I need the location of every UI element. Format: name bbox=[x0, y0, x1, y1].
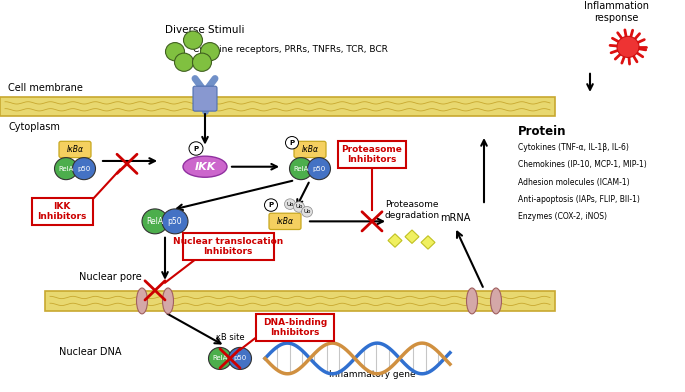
Circle shape bbox=[166, 43, 184, 61]
Text: κB site: κB site bbox=[216, 333, 245, 342]
Text: IκBα: IκBα bbox=[66, 145, 84, 154]
Circle shape bbox=[162, 209, 188, 234]
Circle shape bbox=[308, 158, 330, 180]
Circle shape bbox=[73, 158, 95, 180]
Circle shape bbox=[264, 199, 277, 211]
Text: Protein: Protein bbox=[518, 125, 566, 138]
Ellipse shape bbox=[162, 288, 173, 314]
Ellipse shape bbox=[183, 156, 227, 177]
Text: p50: p50 bbox=[168, 217, 182, 226]
Circle shape bbox=[189, 142, 203, 155]
Text: IKK: IKK bbox=[195, 162, 216, 172]
FancyBboxPatch shape bbox=[294, 141, 326, 158]
Text: Inflammation
response: Inflammation response bbox=[584, 1, 649, 23]
Text: p50: p50 bbox=[77, 166, 90, 172]
Circle shape bbox=[617, 36, 639, 58]
Text: RelA: RelA bbox=[212, 356, 227, 361]
Circle shape bbox=[293, 202, 305, 212]
FancyBboxPatch shape bbox=[59, 141, 91, 158]
Text: RelA: RelA bbox=[147, 217, 164, 226]
Ellipse shape bbox=[466, 288, 477, 314]
Text: DNA-binding
Inhibitors: DNA-binding Inhibitors bbox=[263, 318, 327, 338]
Bar bbox=[45, 291, 555, 310]
Text: Proteasome
degradation: Proteasome degradation bbox=[384, 200, 440, 220]
Text: Cytoplasm: Cytoplasm bbox=[8, 122, 60, 132]
Polygon shape bbox=[388, 234, 402, 247]
Text: IκBα: IκBα bbox=[301, 145, 319, 154]
FancyBboxPatch shape bbox=[256, 314, 334, 341]
Text: IKK
Inhibitors: IKK Inhibitors bbox=[37, 202, 87, 221]
Polygon shape bbox=[421, 236, 435, 249]
Text: Cytokine receptors, PRRs, TNFRs, TCR, BCR: Cytokine receptors, PRRs, TNFRs, TCR, BC… bbox=[192, 45, 388, 54]
Text: Diverse Stimuli: Diverse Stimuli bbox=[165, 25, 245, 34]
Text: Proteasome
Inhibitors: Proteasome Inhibitors bbox=[342, 145, 403, 164]
FancyBboxPatch shape bbox=[32, 198, 92, 225]
FancyBboxPatch shape bbox=[338, 141, 406, 168]
Text: mRNA: mRNA bbox=[440, 212, 471, 223]
FancyBboxPatch shape bbox=[193, 86, 217, 111]
Text: Nuclear translocation
Inhibitors: Nuclear translocation Inhibitors bbox=[173, 237, 283, 256]
Text: P: P bbox=[193, 145, 199, 151]
Text: Anti-apoptosis (IAPs, FLIP, BIl-1): Anti-apoptosis (IAPs, FLIP, BIl-1) bbox=[518, 195, 640, 204]
Text: Nuclear pore: Nuclear pore bbox=[79, 272, 141, 282]
Text: RelA: RelA bbox=[58, 166, 74, 172]
Text: Adhesion molecules (ICAM-1): Adhesion molecules (ICAM-1) bbox=[518, 178, 630, 187]
Circle shape bbox=[229, 347, 251, 370]
FancyBboxPatch shape bbox=[269, 213, 301, 229]
Polygon shape bbox=[405, 230, 419, 243]
Circle shape bbox=[290, 158, 312, 180]
Text: P: P bbox=[290, 140, 295, 146]
Text: P: P bbox=[269, 202, 273, 208]
Circle shape bbox=[284, 199, 295, 209]
Text: Enzymes (COX-2, iNOS): Enzymes (COX-2, iNOS) bbox=[518, 212, 607, 221]
Circle shape bbox=[142, 209, 168, 234]
Text: p50: p50 bbox=[312, 166, 325, 172]
Text: IκBα: IκBα bbox=[277, 217, 293, 226]
Circle shape bbox=[208, 347, 232, 370]
FancyBboxPatch shape bbox=[182, 233, 273, 260]
Circle shape bbox=[201, 43, 219, 61]
Text: Cytokines (TNF-α, IL-1β, IL-6): Cytokines (TNF-α, IL-1β, IL-6) bbox=[518, 143, 629, 152]
Ellipse shape bbox=[136, 288, 147, 314]
Text: p50: p50 bbox=[234, 356, 247, 361]
Circle shape bbox=[192, 53, 212, 71]
Ellipse shape bbox=[490, 288, 501, 314]
Text: Ub: Ub bbox=[295, 205, 303, 209]
Text: Cell membrane: Cell membrane bbox=[8, 83, 83, 93]
Text: Chemokines (IP-10, MCP-1, MIP-1): Chemokines (IP-10, MCP-1, MIP-1) bbox=[518, 160, 647, 169]
Circle shape bbox=[55, 158, 77, 180]
Text: Nuclear DNA: Nuclear DNA bbox=[59, 347, 121, 357]
Text: Ub: Ub bbox=[286, 201, 294, 207]
Text: Ub: Ub bbox=[303, 209, 311, 214]
Circle shape bbox=[301, 207, 312, 217]
Circle shape bbox=[286, 136, 299, 149]
Text: Inflammatory gene: Inflammatory gene bbox=[329, 370, 415, 379]
Circle shape bbox=[175, 53, 193, 71]
Circle shape bbox=[184, 31, 203, 49]
Bar bbox=[0, 97, 555, 116]
Text: RelA: RelA bbox=[293, 166, 309, 172]
